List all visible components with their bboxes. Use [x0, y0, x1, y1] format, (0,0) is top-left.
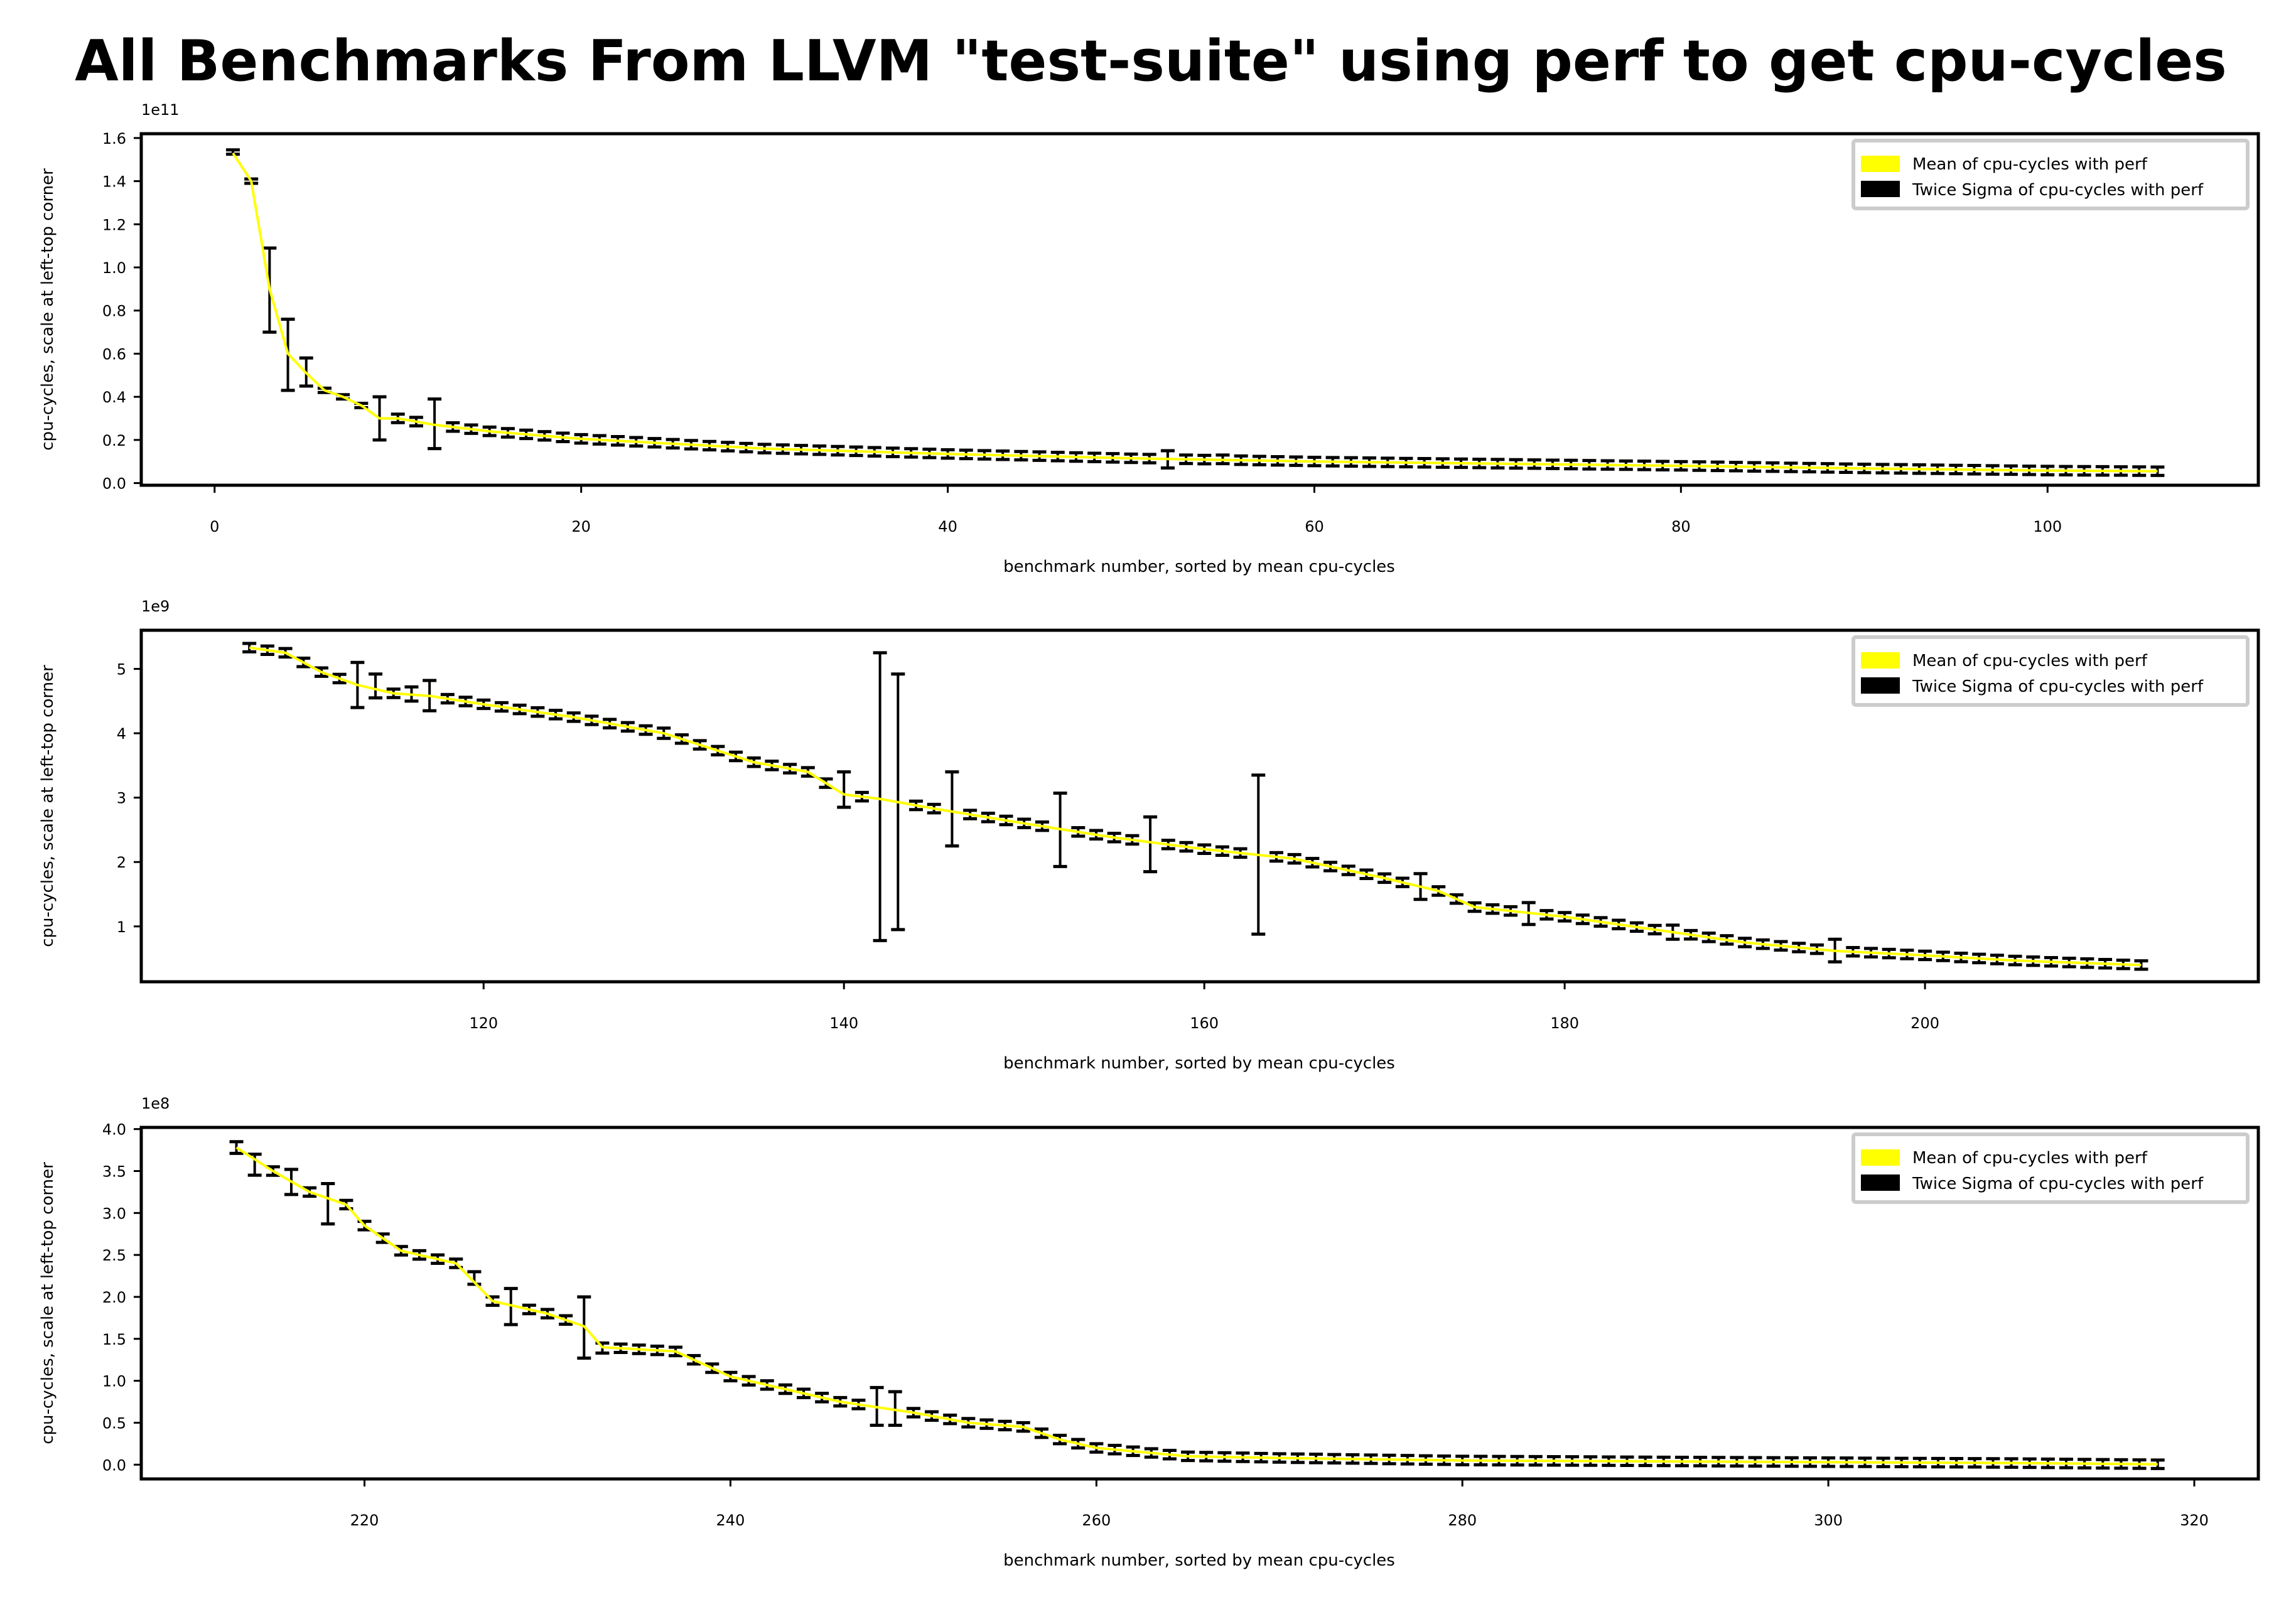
legend-swatch-sigma [1861, 677, 1900, 694]
y-tick-label: 1.0 [102, 259, 126, 277]
x-tick-label: 300 [1814, 1512, 1843, 1529]
x-tick-label: 140 [829, 1014, 858, 1032]
y-tick-label: 4.0 [102, 1121, 126, 1139]
x-tick-label: 160 [1190, 1014, 1219, 1032]
y-axis-label: cpu-cycles, scale at left-top corner [38, 1162, 57, 1444]
y-tick-label: 0.0 [102, 1456, 126, 1474]
y-tick-label: 1.2 [102, 216, 126, 234]
y-tick-label: 0.2 [102, 432, 126, 449]
y-tick-label: 2 [117, 854, 126, 871]
x-axis-label: benchmark number, sorted by mean cpu-cyc… [1003, 1054, 1395, 1073]
axis-offset-label: 1e11 [141, 101, 180, 119]
y-tick-label: 0.5 [102, 1414, 126, 1432]
chart-panel-1: 0 20 40 60 80 100 0.0 0.2 0.4 0.6 0.8 1.0 1.2 1.4 1.6 1… [38, 101, 2260, 576]
x-tick-label: 200 [1911, 1014, 1939, 1032]
axes-frame [139, 1126, 2260, 1481]
axes-frame [139, 628, 2260, 984]
x-tick-label: 220 [350, 1512, 379, 1529]
y-axis-label: cpu-cycles, scale at left-top corner [38, 168, 57, 451]
legend-entry-sigma: Twice Sigma of cpu-cycles with perf [1912, 1174, 2204, 1193]
x-axis-label: benchmark number, sorted by mean cpu-cyc… [1003, 557, 1395, 576]
legend: Mean of cpu-cycles with perf Twice Sigma … [1851, 139, 2250, 210]
x-tick-label: 260 [1082, 1512, 1111, 1529]
x-tick-label: 60 [1305, 518, 1324, 535]
y-tick-label: 1 [117, 918, 126, 936]
y-tick-label: 2.0 [102, 1289, 126, 1306]
x-tick-label: 240 [716, 1512, 745, 1529]
axes-frame [139, 132, 2260, 487]
y-tick-label: 0.6 [102, 345, 126, 363]
legend-entry-sigma: Twice Sigma of cpu-cycles with perf [1912, 181, 2204, 200]
x-tick-label: 280 [1448, 1512, 1477, 1529]
y-tick-label: 1.4 [102, 173, 126, 191]
chart-title: All Benchmarks From LLVM "test-suite" us… [75, 28, 2227, 94]
legend-box [1851, 635, 2250, 707]
x-tick-label: 40 [938, 518, 957, 535]
x-tick-label: 0 [210, 518, 219, 535]
y-tick-label: 2.5 [102, 1247, 126, 1264]
mean-line [235, 1146, 2158, 1466]
legend-box [1851, 1132, 2250, 1204]
y-tick-label: 0.0 [102, 475, 126, 493]
x-tick-label: 80 [1671, 518, 1691, 535]
y-tick-label: 5 [117, 661, 126, 679]
legend-entry-mean: Mean of cpu-cycles with perf [1912, 1149, 2148, 1168]
y-tick-label: 0.4 [102, 389, 126, 406]
legend: Mean of cpu-cycles with perf Twice Sigma … [1851, 635, 2250, 707]
legend-box [1851, 139, 2250, 210]
legend-swatch-sigma [1861, 181, 1900, 197]
legend-swatch-mean [1861, 1149, 1900, 1166]
y-tick-label: 3 [117, 790, 126, 807]
y-tick-label: 3.0 [102, 1205, 126, 1222]
legend-entry-mean: Mean of cpu-cycles with perf [1912, 652, 2148, 670]
y-tick-label: 1.5 [102, 1331, 126, 1348]
x-axis-label: benchmark number, sorted by mean cpu-cyc… [1003, 1551, 1395, 1570]
y-tick-label: 3.5 [102, 1163, 126, 1180]
y-tick-label: 4 [117, 725, 126, 743]
legend-swatch-sigma [1861, 1174, 1900, 1191]
mean-line [232, 152, 2158, 473]
y-tick-label: 0.8 [102, 303, 126, 320]
legend-swatch-mean [1861, 652, 1900, 669]
x-tick-label: 100 [2033, 518, 2062, 535]
y-axis-label: cpu-cycles, scale at left-top corner [38, 665, 57, 947]
legend-swatch-mean [1861, 156, 1900, 172]
x-tick-label: 320 [2180, 1512, 2209, 1529]
y-tick-label: 1.0 [102, 1373, 126, 1390]
legend-entry-sigma: Twice Sigma of cpu-cycles with perf [1912, 677, 2204, 696]
legend-entry-mean: Mean of cpu-cycles with perf [1912, 155, 2148, 174]
legend: Mean of cpu-cycles with perf Twice Sigma … [1851, 1132, 2250, 1204]
chart-panel-2: 120 140 160 180 200 1 2 3 4 5 1e9 benchmark number,… [38, 598, 2260, 1073]
chart-panel-3: 220 240 260 280 300 320 0.0 0.5 1.0 1.5 2.0 2.5 3.0 3… [38, 1095, 2260, 1570]
mean-line [249, 646, 2142, 967]
y-tick-label: 1.6 [102, 130, 126, 148]
x-tick-label: 120 [469, 1014, 498, 1032]
x-tick-label: 20 [571, 518, 591, 535]
x-tick-label: 180 [1550, 1014, 1579, 1032]
axis-offset-label: 1e9 [141, 598, 170, 615]
axis-offset-label: 1e8 [141, 1095, 170, 1112]
